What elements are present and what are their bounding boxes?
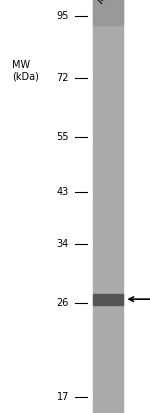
Text: 26: 26: [57, 298, 69, 309]
Text: 95: 95: [57, 12, 69, 21]
Bar: [93, 0, 123, 26]
Text: MW
(kDa): MW (kDa): [12, 60, 39, 81]
Text: Mouse spleen: Mouse spleen: [96, 0, 150, 6]
Text: 17: 17: [57, 392, 69, 403]
Text: 55: 55: [57, 133, 69, 142]
Text: 72: 72: [57, 73, 69, 83]
Bar: [93, 0, 123, 413]
Bar: [93, 294, 123, 305]
Text: Bcl-2: Bcl-2: [129, 294, 150, 304]
Text: 43: 43: [57, 187, 69, 197]
Text: 34: 34: [57, 239, 69, 249]
